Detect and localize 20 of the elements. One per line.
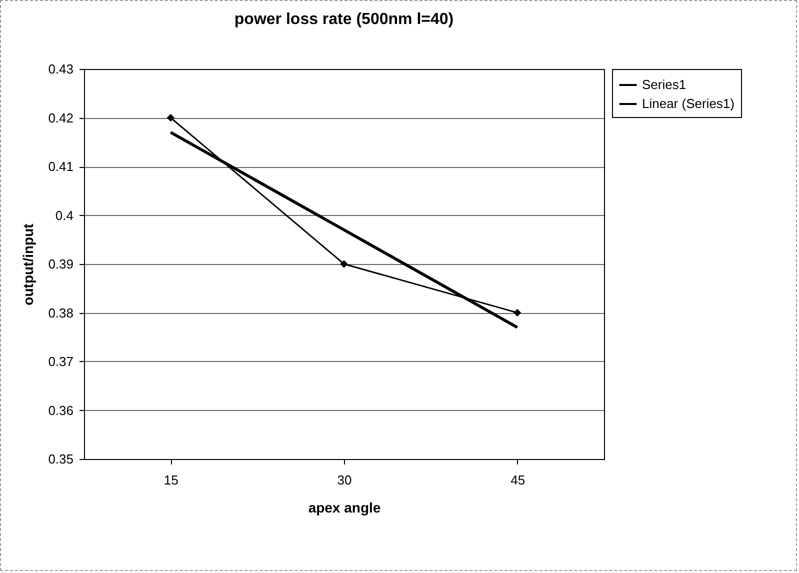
x-axis-title: apex angle: [308, 500, 381, 516]
y-tick-label: 0.43: [48, 62, 74, 76]
point: [166, 114, 175, 122]
y-tick-label: 0.4: [55, 208, 74, 223]
y-tick-label: 0.38: [48, 305, 74, 320]
legend-label: Linear (Series1): [642, 96, 734, 111]
x-tick-label: 30: [337, 472, 352, 488]
chart-title: power loss rate (500nm l=40): [234, 11, 454, 28]
y-tick-label: 0.41: [48, 159, 74, 174]
x-tick-label: 45: [510, 472, 526, 488]
y-tick-label: 0.37: [48, 354, 74, 369]
legend-label: Series1: [642, 77, 686, 92]
y-tick-label: 0.39: [48, 256, 74, 272]
point: [513, 308, 522, 317]
y-tick-label: 0.35: [48, 452, 74, 466]
point: [340, 260, 348, 268]
x-tick-label: 15: [164, 472, 178, 488]
y-axis-title: output/input: [20, 223, 36, 306]
y-tick-label: 0.42: [48, 110, 74, 126]
y-tick-label: 0.36: [48, 402, 74, 418]
